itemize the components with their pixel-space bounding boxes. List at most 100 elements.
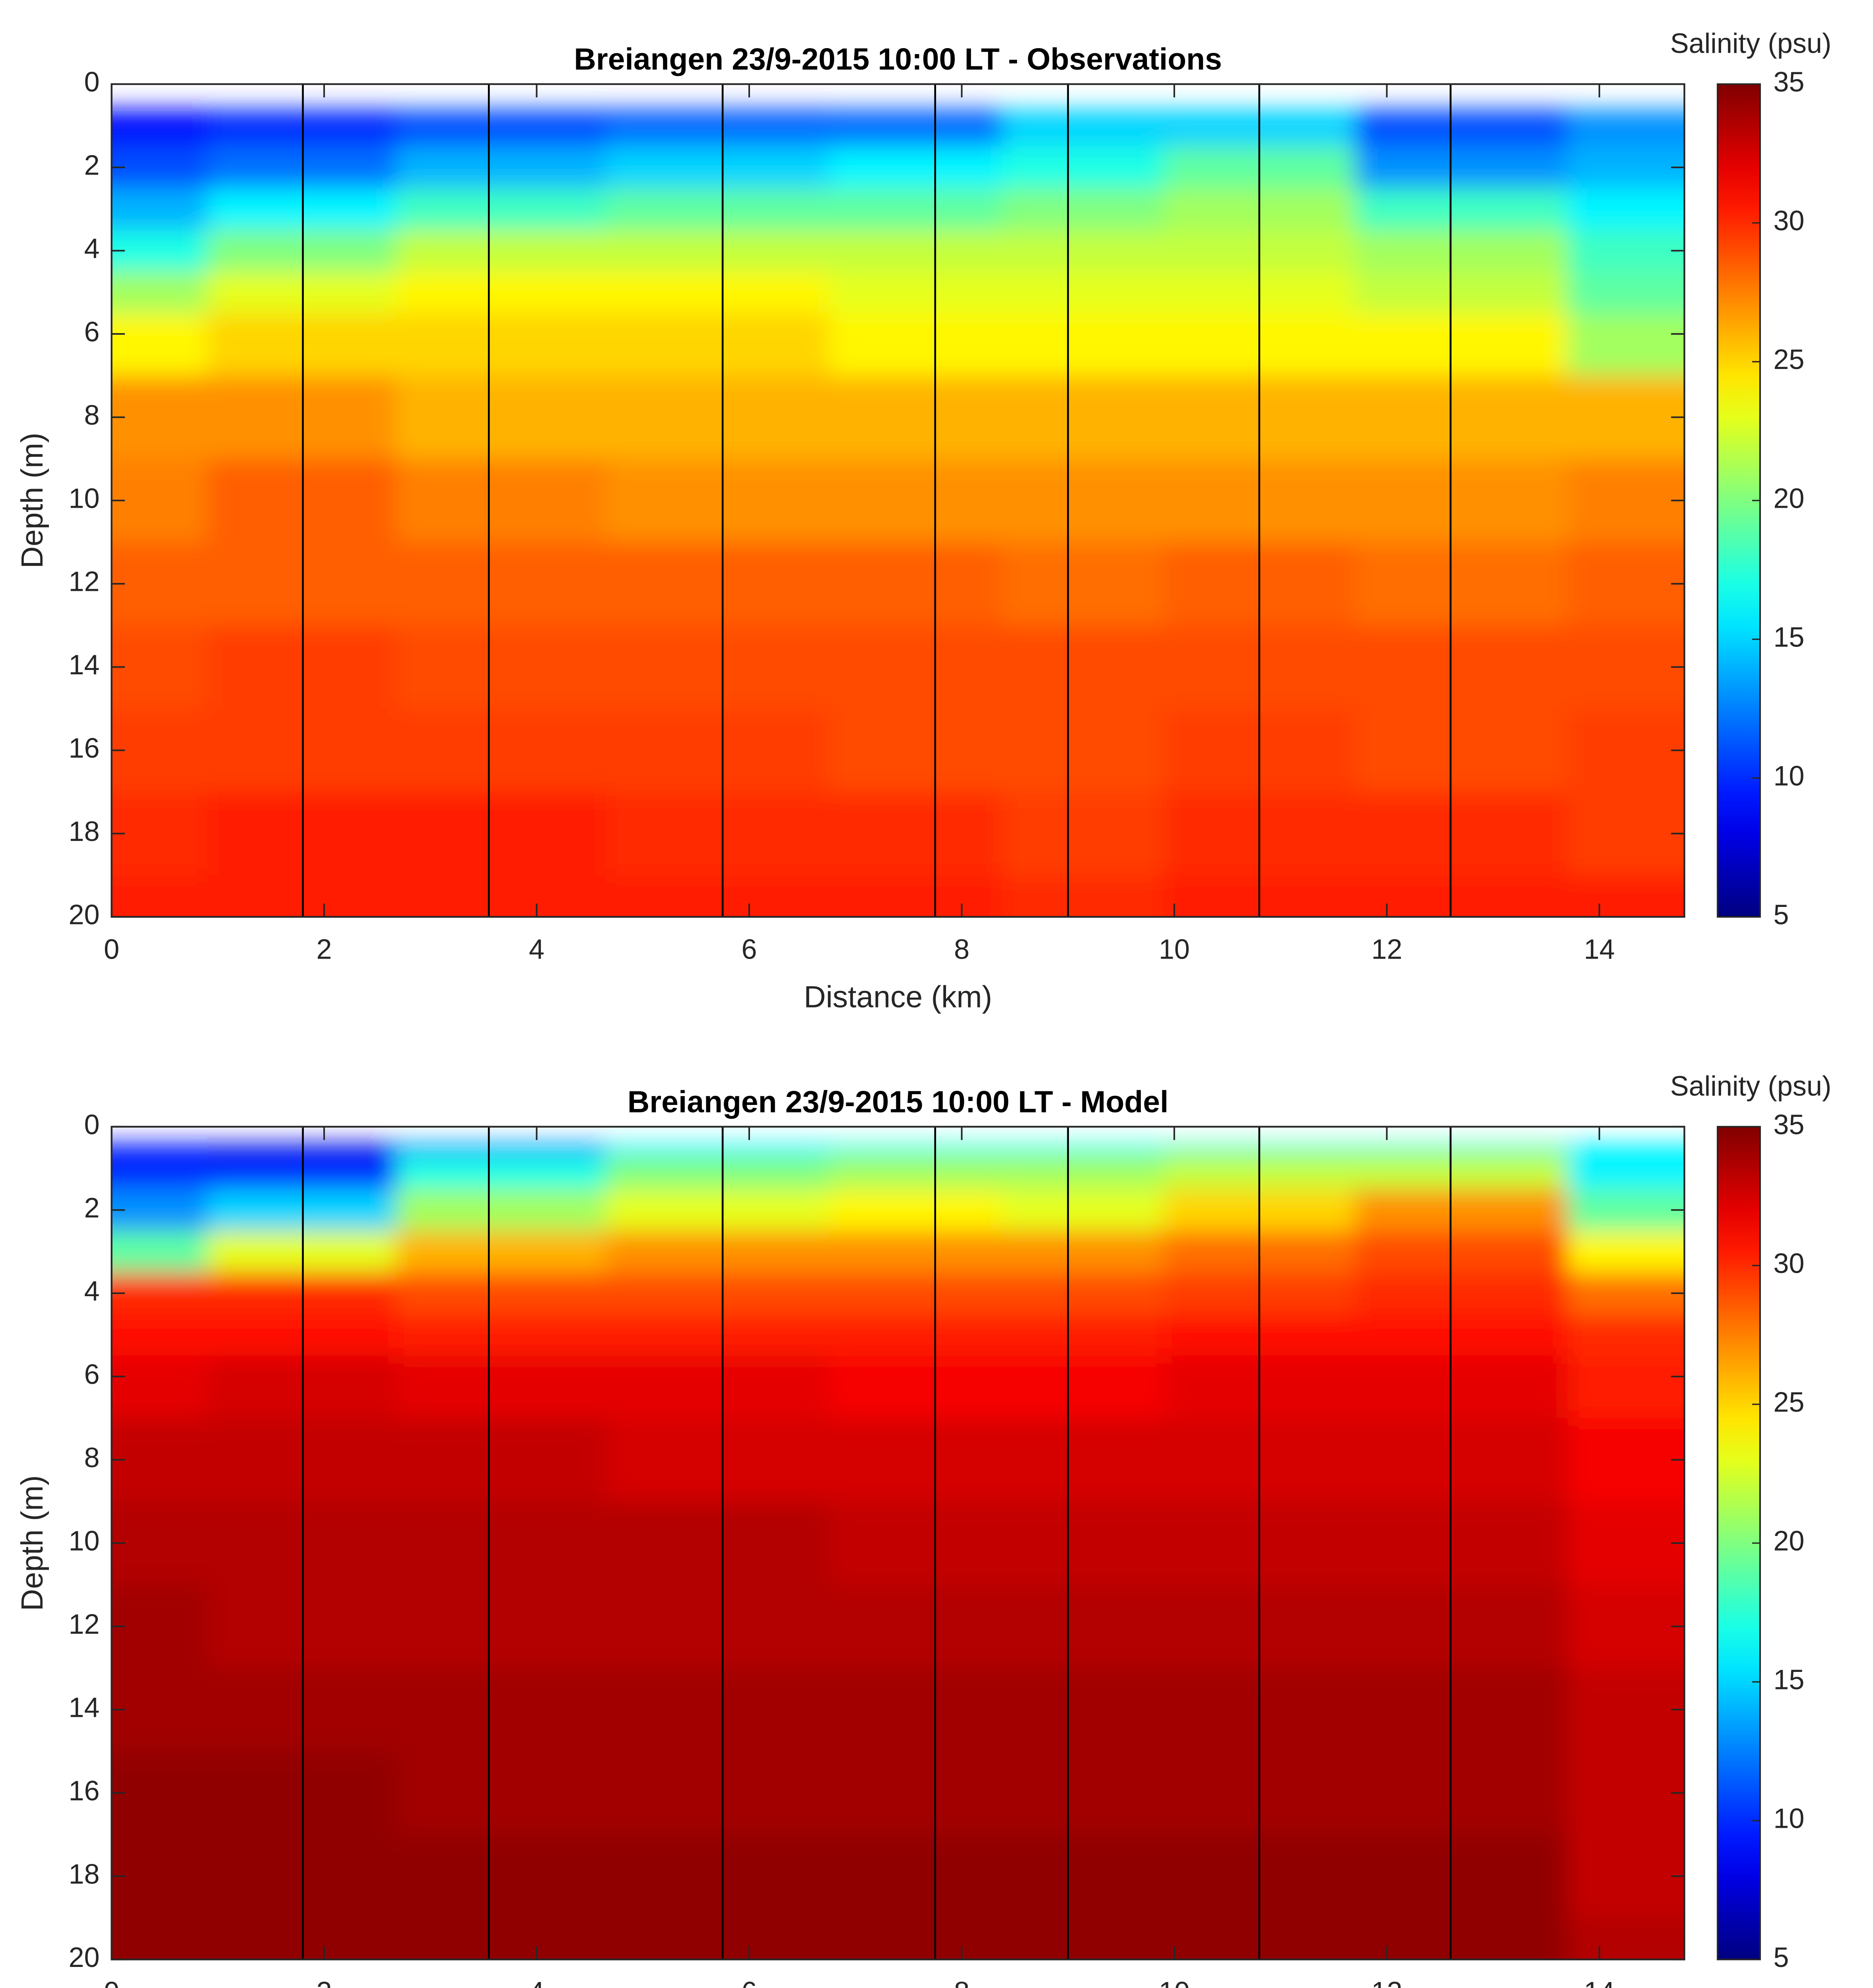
salinity-cell [111, 1584, 208, 1669]
y-tick-label: 20 [69, 1942, 100, 1973]
salinity-cell [111, 1314, 208, 1357]
salinity-cell [1567, 117, 1685, 148]
salinity-cell [1567, 1143, 1685, 1157]
salinity-cell [207, 1272, 397, 1315]
salinity-cell [1567, 1314, 1685, 1357]
salinity-cell [396, 1231, 606, 1273]
salinity-cell [396, 542, 606, 626]
colorbar-tick-label: 10 [1773, 760, 1804, 791]
salinity-cell [606, 1231, 830, 1273]
salinity-cell [1001, 1918, 1164, 1960]
salinity-cell [1001, 1418, 1164, 1502]
panel: 0 2 4 6 8 10 12 14 0 2 4 6 8 10 12 14 16 18 20 Breiangen 23… [15, 1070, 1831, 1988]
salinity-cell [1567, 792, 1685, 876]
colorbar-tick-label: 15 [1773, 1664, 1804, 1695]
y-tick-label: 6 [84, 316, 100, 347]
salinity-cell [1355, 625, 1568, 710]
salinity-cell [396, 1272, 606, 1315]
salinity-cell [1567, 1418, 1685, 1502]
salinity-cell [1001, 146, 1164, 189]
salinity-cell [111, 1156, 208, 1190]
salinity-cell [396, 792, 606, 876]
salinity-cell [207, 109, 397, 118]
salinity-cell [1355, 875, 1568, 917]
salinity-cell [396, 1501, 606, 1586]
salinity-cell [111, 792, 208, 876]
salinity-cell [396, 1156, 606, 1190]
salinity-cell [207, 1355, 397, 1419]
salinity-cell [1001, 1314, 1164, 1357]
salinity-cell [606, 1918, 830, 1960]
salinity-cell [829, 1835, 1003, 1919]
x-tick-label: 6 [741, 1976, 757, 1988]
salinity-cell [829, 117, 1003, 148]
salinity-cell [1355, 1189, 1568, 1232]
salinity-cell [606, 792, 830, 876]
salinity-cell [1567, 1272, 1685, 1315]
salinity-cell [829, 1918, 1003, 1960]
colorbar-tick-label: 20 [1773, 1526, 1804, 1557]
salinity-cell [606, 1835, 830, 1919]
salinity-cell [396, 875, 606, 917]
salinity-cell [207, 1143, 397, 1157]
salinity-cell [207, 313, 397, 377]
salinity-cell [606, 1272, 830, 1315]
y-axis-label: Depth (m) [15, 433, 49, 568]
salinity-cell [1567, 1156, 1685, 1190]
salinity-cell [829, 1314, 1003, 1357]
salinity-cell [1001, 109, 1164, 118]
salinity-cell [111, 1918, 208, 1960]
y-tick-label: 20 [69, 899, 100, 930]
salinity-cell [1001, 188, 1164, 231]
salinity-cell [396, 459, 606, 543]
salinity-cell [111, 313, 208, 377]
x-tick-label: 14 [1584, 934, 1615, 965]
salinity-cell [606, 1314, 830, 1357]
y-tick-label: 8 [84, 1442, 100, 1473]
salinity-cell [396, 375, 606, 460]
salinity-cell [1355, 109, 1568, 118]
y-tick-label: 12 [69, 566, 100, 597]
salinity-cell [606, 1584, 830, 1669]
salinity-cell [1001, 1835, 1164, 1919]
salinity-cell [1567, 1189, 1685, 1232]
salinity-cell [396, 1143, 606, 1157]
salinity-cell [606, 117, 830, 148]
colorbar-label: Salinity (psu) [1670, 28, 1831, 59]
salinity-cell [207, 146, 397, 189]
y-tick-label: 18 [69, 1858, 100, 1889]
salinity-cell [829, 1156, 1003, 1190]
salinity-cell [829, 375, 1003, 460]
salinity-cell [829, 146, 1003, 189]
salinity-cell [1567, 1501, 1685, 1586]
salinity-cell [606, 625, 830, 710]
salinity-cell [207, 1668, 397, 1752]
y-tick-label: 2 [84, 150, 100, 181]
salinity-cell [1355, 230, 1568, 272]
salinity-cell [1001, 1751, 1164, 1835]
salinity-cell [396, 188, 606, 231]
salinity-cell [1001, 792, 1164, 876]
colorbar-tick-label: 35 [1773, 1109, 1804, 1140]
colorbar-tick-label: 30 [1773, 1248, 1804, 1279]
salinity-cell [1001, 875, 1164, 917]
salinity-cell [1001, 1231, 1164, 1273]
y-tick-label: 16 [69, 733, 100, 764]
salinity-cell [829, 1189, 1003, 1232]
salinity-cell [1355, 1668, 1568, 1752]
salinity-cell [111, 1143, 208, 1157]
y-tick-label: 8 [84, 400, 100, 431]
salinity-cell [1355, 146, 1568, 189]
x-tick-label: 2 [317, 934, 332, 965]
salinity-cell [396, 1751, 606, 1835]
salinity-cell [606, 1156, 830, 1190]
salinity-cell [396, 1355, 606, 1419]
salinity-cell [1567, 625, 1685, 710]
salinity-cell [606, 1189, 830, 1232]
x-tick-label: 10 [1159, 1976, 1190, 1988]
x-tick-label: 2 [317, 1976, 332, 1988]
salinity-cell [396, 146, 606, 189]
salinity-cell [207, 1156, 397, 1190]
salinity-cell [207, 1501, 397, 1586]
